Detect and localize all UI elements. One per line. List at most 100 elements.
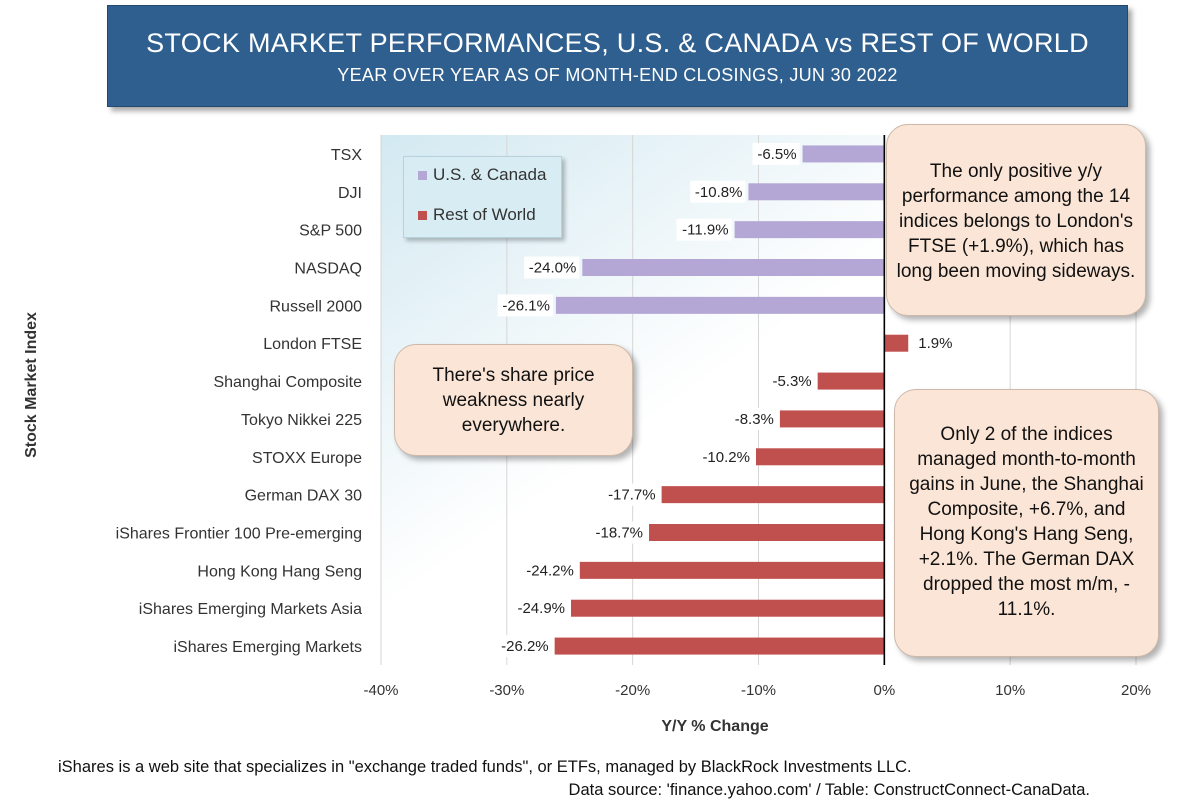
category-label: iShares Frontier 100 Pre-emerging [116,526,362,543]
bar-value-label: -18.7% [595,525,643,542]
callout-line: dropped the most m/m, - [923,574,1130,595]
bar [649,524,885,541]
callout-line: gains in June, the Shanghai [909,474,1144,495]
bar-value-label: -26.2% [501,638,549,655]
x-axis-title: Y/Y % Change [661,718,769,735]
callout-line: weakness nearly [442,390,585,411]
category-label: London FTSE [263,336,362,353]
x-tick-label: -40% [363,682,398,699]
bar-value-label-bg [697,445,753,468]
callout-line: FTSE (+1.9%), which has [908,236,1124,257]
category-labels: TSX DJI S&P 500 NASDAQ Russell 2000 London FT… [116,147,363,656]
chart-subtitle: YEAR OVER YEAR AS OF MONTH-END CLOSINGS,… [337,65,898,85]
bar-value-label: -6.5% [757,146,796,163]
callout-positive-performance: The only positive y/y performance among … [886,124,1146,316]
data-source: Data source: 'finance.yahoo.com' / Table… [568,781,1090,799]
x-tick-label: 20% [1121,682,1151,699]
bar [779,410,885,428]
bar-value-label-bg [521,559,577,582]
category-label: Hong Kong Hang Seng [197,563,362,580]
bar [661,486,885,504]
bar-value-label-bg [524,256,580,279]
legend-item-rest-of-world: Rest of World [418,205,536,225]
x-tick-labels: -40% -30% -20% -10% 0% 10% 20% [363,682,1151,699]
bar-value-label-bg [729,407,777,430]
x-tick-label: -20% [615,682,650,699]
bar-value-label: -17.7% [608,487,656,504]
callout-line: Hong Kong's Hang Seng, [919,524,1134,545]
category-label: Tokyo Nikkei 225 [241,412,362,429]
bar-value-label-bg [603,483,659,506]
bar-value-label-bg [676,218,732,241]
bar [748,183,885,201]
category-label: S&P 500 [299,223,362,240]
callout-line: everywhere. [461,415,566,436]
y-axis-title: Stock Market Index [23,312,40,458]
legend: U.S. & Canada Rest of World [403,156,562,238]
callout-price-weakness: There's share price weakness nearly ever… [394,344,633,456]
bar [884,334,909,352]
x-tick-label: -30% [489,682,524,699]
bar-value-label: -10.2% [702,449,750,466]
bar-value-label-bg [512,597,569,620]
bars [554,135,909,665]
bar-value-label: -5.3% [772,373,811,390]
bar-value-label-bg [496,635,552,658]
callout-line: managed month-to-month [917,449,1136,470]
bar [555,296,885,314]
callout-line: Composite, +6.7%, and [927,499,1126,520]
legend-swatch-us-canada [418,171,427,181]
bar-value-label: -24.2% [526,562,574,579]
category-label: STOXX Europe [252,450,362,467]
callout-line: long been moving sideways. [896,261,1136,282]
category-label: TSX [331,147,362,164]
bar-value-label-bg [752,142,800,165]
category-label: NASDAQ [294,261,362,278]
callout-line: There's share price [432,365,595,386]
x-tick-label: 0% [873,682,895,699]
bar [571,599,885,617]
legend-label-rest-of-world: Rest of World [433,205,536,224]
footnote: iShares is a web site that specializes i… [58,758,912,776]
x-tick-label: -10% [741,682,776,699]
chart-title: STOCK MARKET PERFORMANCES, U.S. & CANADA… [146,28,1089,58]
callout-line: The only positive y/y [929,161,1103,182]
callout-line: +2.1%. The German DAX [918,549,1135,570]
bar-value-label-bg [767,370,815,393]
chart-title-banner: STOCK MARKET PERFORMANCES, U.S. & CANADA… [107,5,1128,107]
category-label: German DAX 30 [245,488,362,505]
bar [734,221,885,239]
bar [817,372,885,390]
bar-value-labels: -6.5% -10.8% -11.9% -24.0% -26.1% 1.9% -5.3% -8… [496,142,955,658]
bar-value-label-bg [590,521,647,544]
bar [579,561,885,579]
bar-value-label: -11.9% [682,222,728,239]
callout-monthly-gains: Only 2 of the indices managed month-to-m… [894,389,1159,657]
bar-value-label: -10.8% [695,184,743,201]
bar-value-label-bg [915,332,955,355]
bar [755,448,885,466]
callout-line: 11.1%. [997,599,1056,620]
bar [802,145,885,163]
callout-line: Only 2 of the indices [940,424,1113,445]
legend-label-us-canada: U.S. & Canada [433,165,547,184]
bar-value-label-bg [497,294,553,317]
x-tick-label: 10% [995,682,1025,699]
category-label: DJI [338,185,362,202]
legend-item-us-canada: U.S. & Canada [418,165,546,185]
category-label: iShares Emerging Markets [173,639,362,656]
bar-value-label: -24.0% [529,260,577,277]
category-label: Shanghai Composite [213,374,362,391]
bar-value-label-bg [690,180,746,203]
bar-value-label: -8.3% [735,411,774,428]
callout-line: indices belongs to London's [899,211,1133,232]
bar-value-label: 1.9% [918,335,952,352]
category-label: iShares Emerging Markets Asia [139,601,362,618]
callout-line: performance among the 14 [901,186,1131,207]
bar-value-label: -26.1% [502,297,550,314]
bar [554,637,885,655]
legend-swatch-rest-of-world [418,211,427,221]
bar-value-label: -24.9% [517,600,565,617]
bar [582,259,885,276]
category-label: Russell 2000 [270,298,363,315]
